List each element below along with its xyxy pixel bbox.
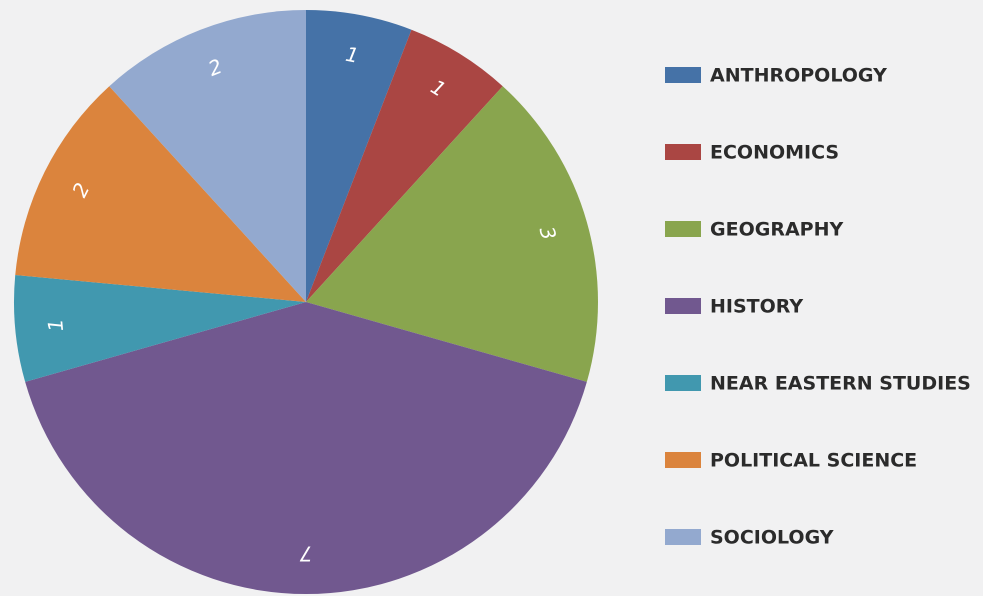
slice-label: 1 [43, 318, 68, 333]
legend-label: NEAR EASTERN STUDIES [710, 373, 971, 395]
pie-slice [25, 302, 587, 595]
legend-label: GEOGRAPHY [710, 219, 843, 241]
slice-label: 7 [299, 542, 312, 566]
pie-slice [306, 29, 503, 302]
legend-swatch [665, 529, 701, 545]
pie-slice [15, 86, 307, 302]
legend-swatch [665, 375, 701, 391]
pie-slice [109, 10, 306, 302]
legend-label: SOCIOLOGY [710, 527, 834, 549]
pie-slice [306, 86, 598, 382]
pie-slice [13, 275, 306, 382]
slice-label: 1 [344, 42, 361, 68]
legend-label: HISTORY [710, 296, 803, 318]
legend-swatch [665, 67, 701, 83]
legend-label: ANTHROPOLOGY [710, 65, 887, 87]
legend-swatch [665, 144, 701, 160]
legend-swatch [665, 221, 701, 237]
legend-label: POLITICAL SCIENCE [710, 450, 917, 472]
legend-label: ECONOMICS [710, 142, 839, 164]
slice-label: 3 [535, 224, 562, 243]
pie-slice [306, 10, 412, 302]
legend-swatch [665, 452, 701, 468]
legend-swatch [665, 298, 701, 314]
